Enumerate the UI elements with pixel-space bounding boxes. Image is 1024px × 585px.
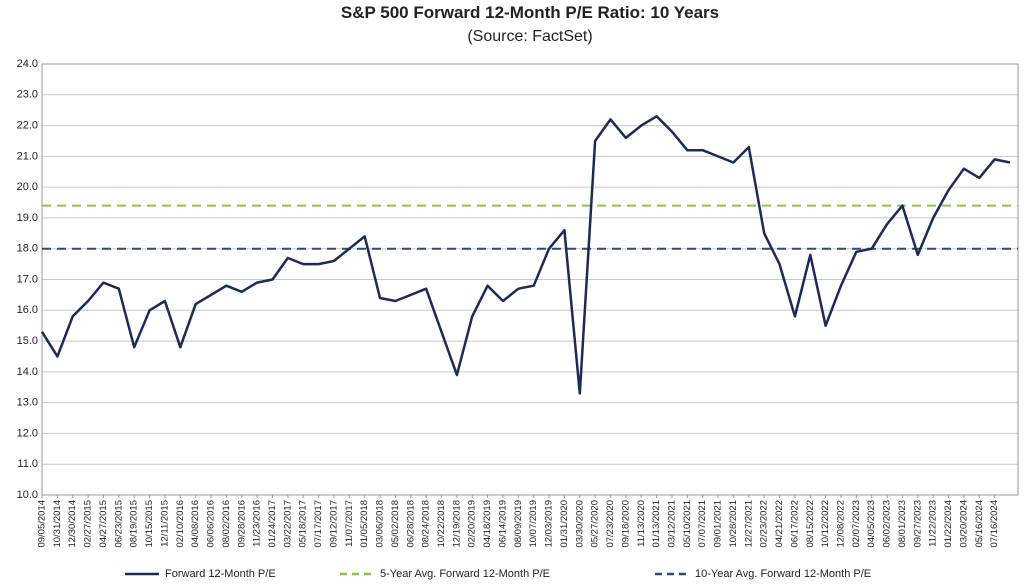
- x-tick-label: 06/23/2015: [113, 500, 124, 548]
- y-tick-label: 10.0: [17, 489, 38, 501]
- x-tick-label: 08/19/2015: [129, 500, 140, 548]
- plot-border: [41, 63, 1019, 496]
- chart-title: S&P 500 Forward 12-Month P/E Ratio: 10 Y…: [341, 3, 719, 22]
- x-tick-label: 11/13/2020: [636, 500, 647, 547]
- x-tick-label: 09/28/2016: [236, 500, 247, 548]
- x-tick-label: 06/06/2016: [206, 500, 217, 548]
- legend-label: Forward 12-Month P/E: [165, 568, 276, 580]
- x-tick-label: 09/27/2023: [912, 500, 923, 548]
- x-tick-label: 09/12/2017: [328, 500, 339, 548]
- x-tick-label: 01/22/2024: [943, 500, 954, 548]
- x-tick-label: 07/16/2024: [989, 500, 1000, 548]
- x-tick-label: 02/07/2023: [851, 500, 862, 548]
- x-tick-label: 07/07/2021: [697, 500, 708, 548]
- x-tick-label: 07/23/2020: [605, 500, 616, 548]
- x-tick-label: 03/30/2020: [574, 500, 585, 548]
- x-tick-label: 03/22/2017: [282, 500, 293, 548]
- y-tick-label: 22.0: [17, 119, 38, 131]
- x-tick-label: 01/05/2018: [359, 500, 370, 548]
- y-tick-label: 20.0: [17, 181, 38, 193]
- y-tick-label: 18.0: [17, 243, 38, 255]
- x-tick-label: 05/10/2021: [682, 500, 693, 548]
- x-tick-label: 08/15/2022: [805, 500, 816, 548]
- x-tick-label: 12/03/2019: [544, 500, 555, 548]
- x-tick-label: 01/31/2020: [559, 500, 570, 548]
- x-tick-label: 03/12/2021: [666, 500, 677, 548]
- x-tick-label: 06/17/2022: [789, 500, 800, 548]
- x-tick-label: 04/27/2015: [98, 500, 109, 548]
- x-tick-label: 10/28/2021: [728, 500, 739, 548]
- x-tick-label: 02/27/2015: [83, 500, 94, 548]
- x-tick-label: 04/21/2022: [774, 500, 785, 548]
- x-tick-label: 10/12/2022: [820, 500, 831, 548]
- x-tick-label: 05/18/2017: [298, 500, 309, 548]
- x-tick-label: 07/17/2017: [313, 500, 324, 548]
- y-tick-label: 15.0: [17, 335, 38, 347]
- x-tick-label: 12/19/2018: [451, 500, 462, 548]
- legend-item: 10-Year Avg. Forward 12-Month P/E: [655, 568, 871, 580]
- x-tick-label: 09/05/2014: [37, 500, 48, 548]
- y-tick-label: 24.0: [17, 58, 38, 70]
- y-tick-label: 16.0: [17, 304, 38, 316]
- x-tick-label: 08/24/2018: [421, 500, 432, 548]
- x-tick-label: 08/01/2023: [897, 500, 908, 548]
- x-tick-label: 05/27/2020: [590, 500, 601, 548]
- y-tick-label: 12.0: [17, 427, 38, 439]
- x-tick-label: 10/22/2018: [436, 500, 447, 548]
- x-tick-label: 02/20/2019: [467, 500, 478, 548]
- x-tick-label: 12/08/2022: [835, 500, 846, 548]
- y-tick-label: 11.0: [17, 458, 38, 470]
- x-tick-label: 06/02/2023: [882, 500, 893, 548]
- y-tick-label: 13.0: [17, 397, 38, 409]
- x-tick-label: 10/07/2019: [528, 500, 539, 548]
- x-tick-label: 04/08/2016: [190, 500, 201, 548]
- x-tick-label: 08/09/2019: [513, 500, 524, 548]
- legend-label: 5-Year Avg. Forward 12-Month P/E: [380, 568, 550, 580]
- x-tick-label: 03/06/2018: [375, 500, 386, 548]
- x-tick-label: 01/13/2021: [651, 500, 662, 548]
- x-tick-label: 05/02/2018: [390, 500, 401, 548]
- x-tick-label: 09/01/2021: [713, 500, 724, 548]
- legend-label: 10-Year Avg. Forward 12-Month P/E: [695, 568, 871, 580]
- x-tick-label: 02/10/2016: [175, 500, 186, 548]
- legend-item: Forward 12-Month P/E: [125, 568, 276, 580]
- x-tick-label: 10/31/2014: [52, 500, 63, 548]
- x-tick-label: 06/28/2018: [405, 500, 416, 548]
- x-tick-label: 04/05/2023: [866, 500, 877, 548]
- series-line: [40, 115, 1011, 395]
- x-tick-label: 04/18/2019: [482, 500, 493, 548]
- x-tick-label: 02/23/2022: [759, 500, 770, 548]
- x-tick-label: 12/30/2014: [67, 500, 78, 548]
- x-tick-label: 11/23/2016: [252, 500, 263, 547]
- x-tick-label: 10/15/2015: [144, 500, 155, 548]
- y-tick-label: 21.0: [17, 150, 38, 162]
- legend-item: 5-Year Avg. Forward 12-Month P/E: [340, 568, 550, 580]
- chart-subtitle: (Source: FactSet): [467, 28, 592, 45]
- y-tick-label: 23.0: [17, 89, 38, 101]
- y-tick-label: 17.0: [17, 273, 38, 285]
- x-tick-label: 11/07/2017: [344, 500, 355, 547]
- y-tick-label: 14.0: [17, 366, 38, 378]
- y-tick-label: 19.0: [17, 212, 38, 224]
- x-tick-label: 12/11/2015: [159, 500, 170, 547]
- x-tick-label: 06/14/2019: [497, 500, 508, 548]
- x-tick-label: 08/02/2016: [221, 500, 232, 548]
- x-tick-label: 12/27/2021: [743, 500, 754, 548]
- x-tick-label: 09/18/2020: [620, 500, 631, 548]
- x-tick-label: 03/20/2024: [958, 500, 969, 548]
- x-tick-label: 01/24/2017: [267, 500, 278, 548]
- x-tick-label: 05/16/2024: [974, 500, 985, 548]
- x-tick-label: 11/22/2023: [928, 500, 939, 547]
